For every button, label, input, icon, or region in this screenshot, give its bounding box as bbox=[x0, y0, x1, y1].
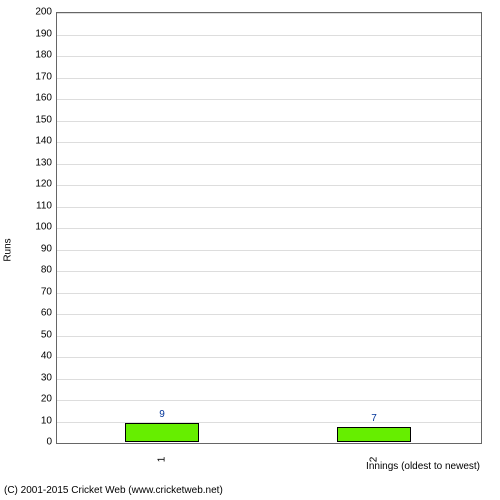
gridline bbox=[57, 271, 481, 272]
gridline bbox=[57, 250, 481, 251]
copyright-text: (C) 2001-2015 Cricket Web (www.cricketwe… bbox=[4, 485, 223, 496]
ytick-label: 10 bbox=[22, 415, 52, 426]
gridline bbox=[57, 56, 481, 57]
xtick-label: 2 bbox=[369, 457, 380, 463]
ytick-label: 80 bbox=[22, 265, 52, 276]
ytick-label: 30 bbox=[22, 372, 52, 383]
ytick-label: 70 bbox=[22, 286, 52, 297]
plot-area bbox=[56, 12, 482, 444]
gridline bbox=[57, 207, 481, 208]
ytick-label: 130 bbox=[22, 157, 52, 168]
gridline bbox=[57, 35, 481, 36]
y-axis-label: Runs bbox=[3, 238, 14, 261]
ytick-label: 20 bbox=[22, 394, 52, 405]
bar-value-label: 9 bbox=[159, 409, 165, 420]
gridline bbox=[57, 400, 481, 401]
gridline bbox=[57, 185, 481, 186]
ytick-label: 170 bbox=[22, 71, 52, 82]
x-axis-label: Innings (oldest to newest) bbox=[366, 461, 480, 472]
ytick-label: 50 bbox=[22, 329, 52, 340]
ytick-label: 160 bbox=[22, 93, 52, 104]
ytick-label: 40 bbox=[22, 351, 52, 362]
gridline bbox=[57, 379, 481, 380]
ytick-label: 0 bbox=[22, 437, 52, 448]
ytick-label: 110 bbox=[22, 200, 52, 211]
ytick-label: 150 bbox=[22, 114, 52, 125]
gridline bbox=[57, 293, 481, 294]
bar-value-label: 7 bbox=[371, 413, 377, 424]
gridline bbox=[57, 336, 481, 337]
gridline bbox=[57, 357, 481, 358]
gridline bbox=[57, 121, 481, 122]
gridline bbox=[57, 228, 481, 229]
gridline bbox=[57, 164, 481, 165]
ytick-label: 120 bbox=[22, 179, 52, 190]
bar bbox=[337, 427, 411, 442]
gridline bbox=[57, 314, 481, 315]
ytick-label: 100 bbox=[22, 222, 52, 233]
chart-container: 0 10 20 30 40 50 60 70 80 90 100 110 120 130 140 150 160… bbox=[0, 0, 500, 500]
ytick-label: 90 bbox=[22, 243, 52, 254]
gridline bbox=[57, 422, 481, 423]
ytick-label: 190 bbox=[22, 28, 52, 39]
gridline bbox=[57, 13, 481, 14]
bar bbox=[125, 423, 199, 442]
ytick-label: 200 bbox=[22, 7, 52, 18]
xtick-label: 1 bbox=[157, 457, 168, 463]
gridline bbox=[57, 142, 481, 143]
ytick-label: 180 bbox=[22, 50, 52, 61]
gridline bbox=[57, 99, 481, 100]
ytick-label: 140 bbox=[22, 136, 52, 147]
gridline bbox=[57, 78, 481, 79]
ytick-label: 60 bbox=[22, 308, 52, 319]
